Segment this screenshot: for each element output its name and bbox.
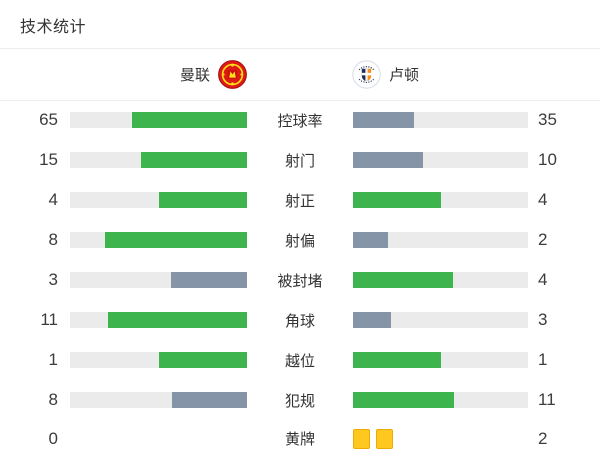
home-bar [70,272,247,288]
home-bar [70,232,247,248]
away-value: 1 [538,350,548,369]
section-title: 技术统计 [20,19,87,36]
home-bar [70,152,247,168]
stat-row-1: 15 射门 10 [0,140,600,180]
yellow-card-icon [376,428,393,449]
divider-under-title [0,48,600,49]
stat-label: 黄牌 [284,431,315,448]
luton-town-crest-icon [352,59,381,89]
home-value: 1 [48,350,58,369]
stat-row-0: 65 控球率 35 [0,100,600,140]
stat-row-5: 11 角球 3 [0,300,600,340]
stats-rows: 65 控球率 35 15 射门 10 4 射正 4 8 射偏 2 3 被封堵 4 11 角球 3 1 越位 1 8 犯规 11… [0,100,600,457]
stat-row-6: 1 越位 1 [0,340,600,380]
away-bar [353,192,528,208]
home-bar [70,192,247,208]
stat-row-8: 0 黄牌 2 [0,420,600,457]
yellow-card-icon [353,428,370,449]
away-bar [353,312,528,328]
manchester-united-crest-icon [218,59,247,89]
away-bar [353,392,528,408]
home-team: 曼联 [180,48,247,100]
home-value: 8 [48,390,58,409]
away-bar [353,112,528,128]
away-bar [353,272,528,288]
away-value: 2 [538,428,548,448]
away-value: 35 [538,110,557,129]
stat-row-2: 4 射正 4 [0,180,600,220]
home-bar [70,392,247,408]
home-value: 11 [40,310,58,329]
home-value: 0 [48,428,58,448]
stat-label: 越位 [284,352,315,370]
home-value: 3 [48,270,58,289]
away-value: 3 [538,310,548,329]
home-bar [70,112,247,128]
stat-row-3: 8 射偏 2 [0,220,600,260]
away-value: 4 [538,270,548,289]
home-bar [70,352,247,368]
away-team-name: 卢顿 [389,66,420,84]
away-bar [353,152,528,168]
home-value: 65 [39,110,58,129]
home-value: 4 [48,190,58,209]
away-value: 4 [538,190,548,209]
away-value: 2 [538,230,548,249]
away-bar [353,428,528,449]
home-value: 8 [48,230,58,249]
away-bar [353,232,528,248]
away-value: 11 [538,390,556,409]
stat-label: 控球率 [277,112,323,130]
home-bar [70,312,247,328]
away-team: 卢顿 [352,48,419,100]
stat-row-4: 3 被封堵 4 [0,260,600,300]
home-bar [70,431,247,447]
home-value: 15 [39,150,58,169]
stat-label: 角球 [284,312,315,330]
away-value: 10 [538,150,557,169]
divider-under-header [0,100,600,101]
home-team-name: 曼联 [179,66,210,84]
stat-label: 射偏 [284,232,315,250]
stat-row-7: 8 犯规 11 [0,380,600,420]
stat-label: 射正 [284,192,315,210]
away-bar [353,352,528,368]
teams-header: 曼联 卢顿 [0,48,600,100]
stat-label: 射门 [284,152,315,170]
stat-label: 被封堵 [277,272,323,290]
stat-label: 犯规 [284,392,315,410]
